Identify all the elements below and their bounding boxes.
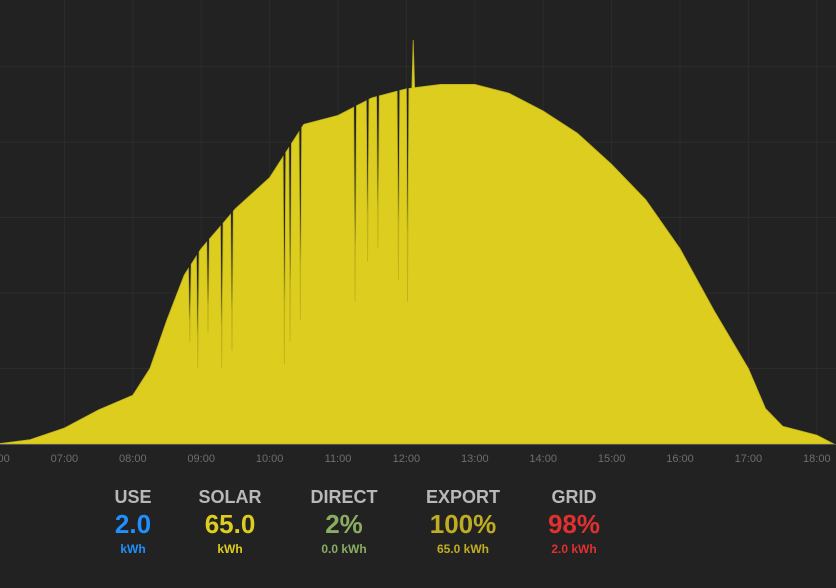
- x-tick-label: 10:00: [256, 453, 284, 465]
- stat-solar: SOLAR 65.0 kWh: [170, 486, 290, 558]
- x-tick-label: 12:00: [393, 453, 421, 465]
- stat-label: DIRECT: [310, 487, 378, 507]
- stat-sub: kWh: [217, 542, 243, 556]
- energy-summary: USE 2.0 kWh SOLAR 65.0 kWh DIRECT 2% 0.0…: [0, 486, 836, 576]
- stat-value: 98%: [547, 509, 601, 539]
- solar-area-series: [0, 39, 835, 445]
- x-tick-label: 16:00: [666, 453, 694, 465]
- stat-export: EXPORT 100% 65.0 kWh: [403, 486, 523, 558]
- stat-direct: DIRECT 2% 0.0 kWh: [284, 486, 404, 558]
- stat-sub: 0.0 kWh: [321, 542, 367, 556]
- stat-value: 100%: [429, 509, 497, 539]
- stat-label: USE: [114, 487, 152, 507]
- x-tick-label: 17:00: [735, 453, 763, 465]
- stat-label: SOLAR: [198, 487, 262, 507]
- x-tick-label: 09:00: [187, 453, 215, 465]
- stat-label: GRID: [551, 487, 597, 507]
- stat-sub: 65.0 kWh: [436, 542, 490, 556]
- stat-sub: 2.0 kWh: [551, 542, 597, 556]
- x-tick-label: 08:00: [119, 453, 147, 465]
- x-tick-label: 18:00: [803, 453, 831, 465]
- stat-use: USE 2.0 kWh: [73, 486, 193, 558]
- stat-value: 65.0: [204, 509, 256, 539]
- x-tick-label: 13:00: [461, 453, 489, 465]
- solar-power-chart: 06:00 07:00 08:00 09:00 10:00 11:00 12:00 13:00…: [0, 39, 836, 465]
- x-tick-label: 14:00: [529, 453, 557, 465]
- x-tick-label: 06:00: [0, 453, 10, 465]
- stat-sub: kWh: [120, 542, 146, 556]
- stat-value: 2%: [325, 509, 363, 539]
- x-tick-label: 11:00: [325, 453, 352, 465]
- x-tick-label: 07:00: [51, 453, 79, 465]
- x-tick-label: 15:00: [598, 453, 626, 465]
- stat-value: 2.0: [114, 509, 152, 539]
- stat-grid: GRID 98% 2.0 kWh: [514, 486, 634, 558]
- stat-label: EXPORT: [425, 487, 500, 507]
